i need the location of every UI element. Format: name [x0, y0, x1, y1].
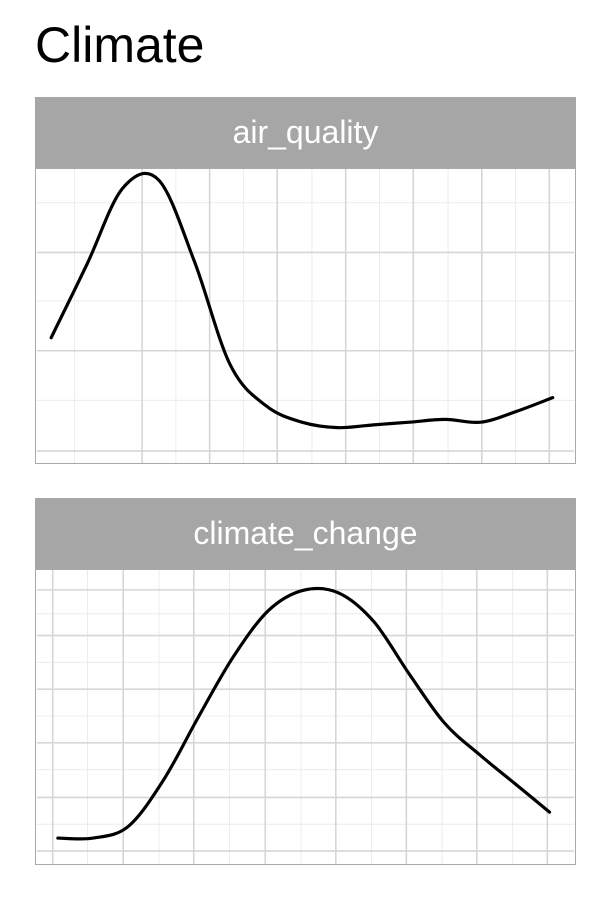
grid-lines [36, 169, 575, 463]
facet-panel-climate-change: climate_change [35, 498, 576, 865]
facet-strip-label: climate_change [35, 498, 576, 569]
facet-strip-label: air_quality [35, 97, 576, 168]
plot-area [35, 168, 576, 464]
grid-lines [36, 570, 575, 864]
series-line-air-quality [49, 171, 555, 430]
series-line-climate-change [56, 586, 552, 841]
page-title: Climate [35, 17, 205, 73]
facet-panel-air-quality: air_quality [35, 97, 576, 464]
plot-area [35, 569, 576, 865]
